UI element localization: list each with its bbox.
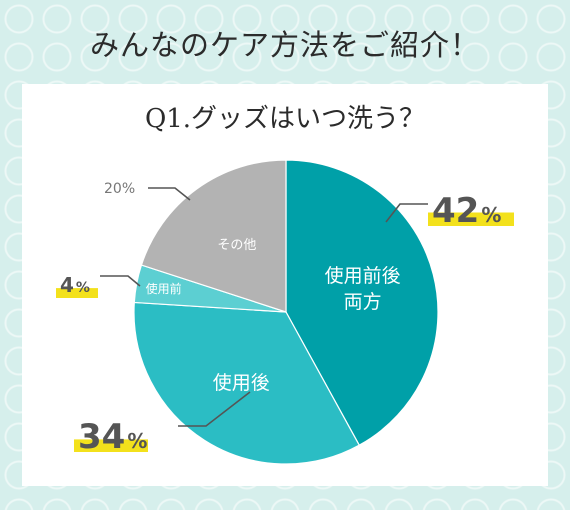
value-label-1: 42% [432,191,501,231]
slice-label-1: 使用前後両方 [325,265,401,313]
slice-label-4: その他 [217,238,256,253]
pie-slice-4 [140,159,287,313]
value-label-4: 20% [104,181,135,197]
value-label-3: 4% [60,273,90,297]
value-label-2: 34% [78,417,147,457]
leader-line-1 [385,203,428,223]
leader-line-3 [100,275,141,287]
value-highlight-1 [428,212,514,226]
chart-title: Q1.グッズはいつ洗う？ [144,104,426,134]
leader-line-2 [178,391,251,427]
value-highlight-3 [56,288,98,298]
slice-label-3: 使用前 [146,281,182,296]
leader-line-4 [148,187,191,201]
pie-slice-2 [133,301,361,465]
pie-slice-1 [285,159,439,447]
slice-label-2: 使用後 [213,372,270,394]
value-highlight-2 [74,439,148,452]
page-title: みんなのケア方法をご紹介！ [89,28,480,62]
